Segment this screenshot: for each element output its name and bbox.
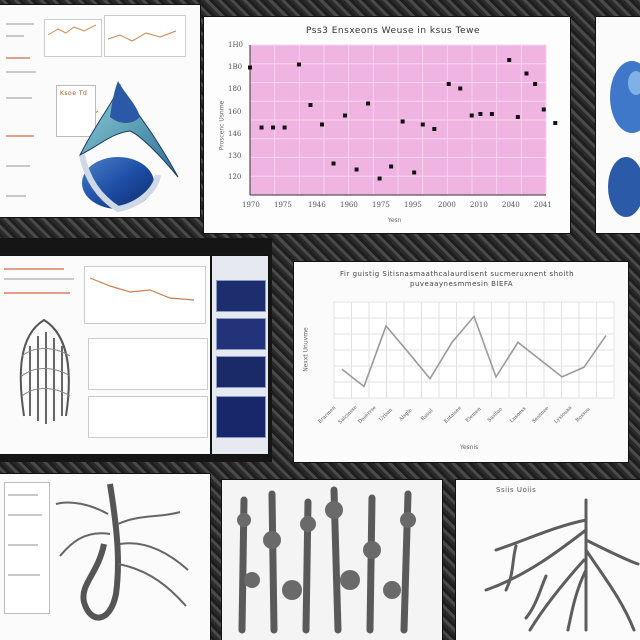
blue-3d-shape: [78, 81, 179, 213]
line-chart-title: Fir guistig Sitisnasmaathcalaurdisent su…: [340, 270, 575, 278]
doc-inset-card: Ksoe Td: [56, 85, 96, 137]
line-plot: [333, 301, 615, 399]
line-series: [341, 314, 607, 388]
doc-text-line: [6, 165, 30, 167]
scatter-point: [478, 112, 483, 116]
doc-text-line: [6, 135, 34, 137]
x-tick-label: 2041: [534, 201, 552, 209]
scatter-point: [533, 82, 538, 86]
doc-text-line: [4, 278, 74, 280]
doc-text-line: [8, 514, 42, 516]
scatter-chart-title: Pss3 Ensxeons Weuse in ksus Tewe: [306, 26, 480, 36]
scatter-point: [420, 122, 425, 127]
x-tick-label: 2040: [502, 201, 520, 209]
branching-wireframe-image: [55, 483, 189, 621]
y-tick-label: 1H0: [228, 41, 244, 49]
thumbnail: [216, 396, 266, 438]
x-axis-label: Yesn: [388, 217, 402, 224]
doc-text-line: [6, 35, 24, 37]
doc-table: [88, 338, 208, 390]
scatter-plot: [248, 44, 558, 196]
scatter-point: [308, 103, 313, 107]
scatter-point: [489, 112, 494, 116]
x-tick-label: 1975: [274, 201, 292, 209]
scatter-point: [354, 167, 359, 172]
y-tick-label: 1B0: [228, 63, 243, 71]
x-tick-label: 1946: [308, 201, 326, 209]
scatter-point: [366, 101, 371, 106]
scatter-chart-panel: Pss3 Ensxeons Weuse in ksus Tewe Proscen…: [204, 17, 570, 233]
scatter-point: [541, 107, 546, 112]
doc-text-line: [8, 544, 38, 546]
mini-chart: [84, 266, 206, 324]
y-tick-label: 146: [228, 130, 242, 138]
doc-text-line: [6, 71, 36, 73]
line-chart-subtitle: puveaaynesmmesin BIEFA: [410, 280, 514, 288]
doc-text-line: [6, 23, 34, 25]
thumbnail: [216, 318, 266, 350]
y-tick-label: 130: [228, 152, 242, 160]
scatter-point: [507, 58, 512, 62]
line-chart-panel: Fir guistig Sitisnasmaathcalaurdisent su…: [294, 262, 628, 462]
mini-chart: [44, 19, 102, 57]
wireframe-structure: [19, 277, 195, 424]
roots-panel-title: Ssiis Uoiis: [496, 486, 537, 494]
doc-table: [88, 396, 208, 438]
specimen-panel-top-right: [596, 17, 640, 233]
doc-text-line: [8, 574, 40, 576]
scatter-point: [524, 71, 529, 76]
y-tick-label: 120: [228, 173, 242, 181]
scatter-point: [389, 164, 394, 169]
scatter-point: [331, 161, 336, 166]
scatter-point: [446, 82, 451, 86]
scatter-point: [515, 115, 520, 119]
scatter-point: [553, 121, 558, 125]
x-tick-label: 1995: [404, 201, 422, 209]
scatter-point: [469, 113, 474, 118]
thumbnail: [216, 356, 266, 388]
thumbnail-strip: [212, 256, 268, 454]
doc-text-line: [4, 292, 70, 294]
x-tick-label: 1975: [372, 201, 390, 209]
scatter-point: [259, 125, 264, 130]
scatter-point: [248, 65, 252, 70]
x-tick-label: 1960: [340, 201, 358, 209]
y-tick-label: 160: [228, 108, 242, 116]
document-panel-top-left: Ksoe Td: [0, 5, 200, 217]
mini-chart: [104, 15, 186, 57]
scatter-point: [458, 86, 463, 91]
x-axis-label: Yesnis: [460, 444, 479, 451]
anatomy-panel-bottom-left: [0, 474, 210, 640]
document-panel-mid-left: [0, 256, 210, 454]
root-system-image: [484, 498, 640, 632]
doc-text-line: [6, 195, 26, 197]
scatter-point: [432, 127, 437, 131]
scatter-point: [282, 125, 287, 130]
coral-specimen-image: [237, 486, 416, 634]
inset-card-title: Ksoe Td: [60, 90, 88, 97]
scatter-point: [271, 125, 276, 130]
doc-text-line: [6, 97, 32, 99]
scatter-point: [400, 119, 405, 124]
roots-panel-bottom-right: Ssiis Uoiis: [456, 480, 640, 640]
scatter-point: [412, 170, 417, 175]
coral-panel-bottom-middle: [222, 480, 442, 640]
scatter-point: [377, 176, 382, 181]
blue-specimen-image: [608, 61, 640, 217]
y-tick-label: 180: [228, 85, 242, 93]
x-tick-label: 2000: [438, 201, 456, 209]
scatter-point: [320, 122, 324, 127]
thumbnail: [216, 280, 266, 312]
doc-table: [4, 482, 50, 614]
doc-text-line: [6, 57, 30, 59]
doc-text-line: [4, 268, 64, 270]
x-tick-label: 2010: [470, 201, 488, 209]
scatter-point: [343, 113, 348, 118]
x-tick-label: 1970: [242, 201, 260, 209]
doc-text-line: [8, 494, 38, 496]
scatter-point: [296, 62, 301, 67]
